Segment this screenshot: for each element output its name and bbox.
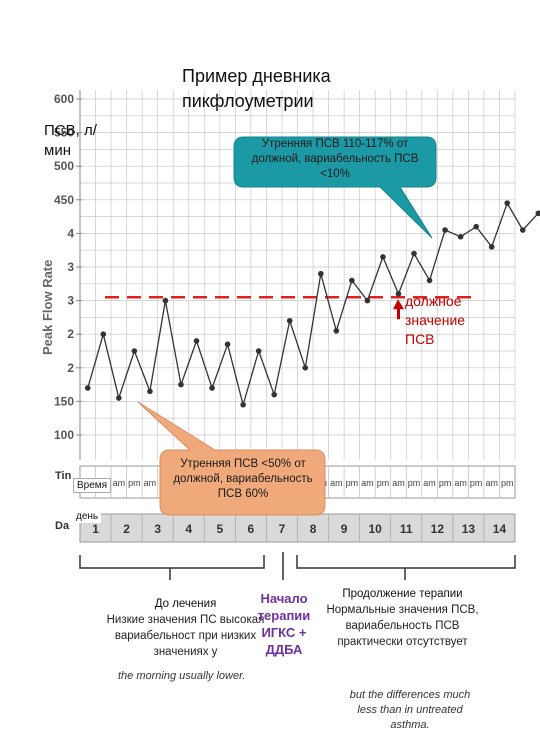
day-label-ru: день [73, 510, 102, 523]
callout-bottom-bubble [137, 401, 326, 516]
y-tick-label: 2 [67, 327, 74, 341]
series-point [240, 401, 246, 408]
time-label: pm [346, 478, 359, 488]
target-pef-label: должное значение ПСВ [405, 293, 466, 347]
time-label-ru: Время [73, 478, 112, 493]
phase-cont-text: Нормальные значения ПСВ, вариабельность … [326, 604, 479, 648]
y-tick-label: 100 [54, 428, 74, 442]
series-point [519, 227, 526, 233]
series-point [318, 270, 324, 277]
series-point [364, 297, 371, 304]
y-axis-label-en: Peak Flow Rate [40, 259, 55, 355]
y-tick-label: 550 [54, 126, 74, 140]
callout-top-bubble [233, 136, 437, 239]
callout-bottom-text: Утренняя ПСВ <50% от должной, вариабельн… [173, 458, 313, 500]
day-row-label: Da [55, 520, 70, 532]
time-label: pm [470, 478, 483, 488]
phase-treatment-start: Начало терапии ИГКС + ДДБА [257, 591, 311, 657]
time-label: am [113, 478, 126, 488]
series-point [380, 254, 386, 260]
time-row-label: Tin [55, 470, 72, 482]
day-label: 4 [185, 522, 192, 536]
time-label: am [361, 478, 374, 488]
series-point [504, 200, 511, 206]
series-point [395, 291, 402, 297]
page-title: Пример дневника пикфлоуметрии [182, 66, 331, 111]
time-label: pm [128, 478, 141, 488]
day-label: 14 [493, 522, 507, 536]
time-label: am [423, 478, 436, 488]
day-label: 6 [248, 522, 255, 536]
y-tick-label: 2 [67, 361, 74, 375]
bracket-before-treatment [79, 555, 265, 580]
series-point [302, 365, 309, 371]
y-axis-label-ru: ПСВ, л/мин [44, 122, 97, 159]
series-point [209, 385, 215, 391]
day-label: 2 [123, 522, 130, 536]
day-label: 3 [154, 522, 161, 536]
phase-continued-treatment: Продолжение терапии Нормальные значения … [315, 586, 490, 650]
series-point [535, 210, 540, 217]
y-tick-label: 4 [67, 226, 74, 240]
y-tick-label: 450 [54, 193, 74, 207]
day-label: 11 [400, 522, 413, 536]
day-label: 7 [279, 522, 286, 536]
time-label: pm [439, 478, 452, 488]
time-label: am [330, 478, 343, 488]
series-point [255, 348, 262, 354]
y-axis-ticks: 600 550 500 450 4 3 3 2 2 150 100 [54, 92, 82, 442]
series-line [87, 201, 540, 408]
series-point [426, 277, 433, 284]
phase-cont-heading: Продолжение терапии [342, 588, 463, 600]
series-point [147, 388, 153, 395]
time-label: am [392, 478, 405, 488]
series-point [271, 391, 277, 398]
y-tick-label: 500 [54, 159, 74, 173]
series-point [224, 341, 231, 348]
day-label: 13 [462, 522, 476, 536]
series-point [411, 250, 417, 257]
series-point [100, 331, 107, 338]
y-tick-label: 3 [67, 260, 74, 274]
series-point [488, 244, 495, 250]
day-label: 8 [310, 522, 317, 536]
day-label: 9 [341, 522, 348, 536]
time-label: am [454, 478, 467, 488]
time-label: pm [377, 478, 390, 488]
time-label: am [485, 478, 498, 488]
series-point [131, 348, 138, 354]
english-fragment-1: the morning usually lower. [118, 670, 246, 682]
series-layer [84, 200, 540, 408]
time-label: am [144, 478, 157, 488]
series-point [457, 233, 464, 240]
english-fragment-2: but the differences much less than in un… [349, 689, 471, 731]
series-point [193, 338, 200, 344]
series-point [178, 381, 184, 388]
series-point [442, 227, 448, 233]
series-point [349, 277, 355, 284]
y-tick-label: 150 [54, 394, 74, 408]
phase-before-heading: До лечения [154, 598, 217, 610]
bracket-continued-treatment [296, 555, 516, 580]
callout-top-text: Утренняя ПСВ 110-117% от должной, вариаб… [251, 138, 419, 180]
series-point [286, 317, 293, 324]
series-point [162, 297, 169, 304]
target-arrow [393, 299, 404, 320]
day-row: 1 2 3 4 5 6 7 8 9 10 11 12 13 14 [79, 513, 516, 543]
series-point [333, 328, 340, 334]
series-point [116, 395, 122, 401]
day-label: 10 [368, 522, 382, 536]
series-point [84, 385, 91, 391]
time-label: pm [408, 478, 421, 488]
y-tick-label: 600 [54, 92, 74, 106]
phase-before-treatment: До лечения Низкие значения ПС высокая ва… [88, 596, 283, 660]
series-point [473, 223, 479, 230]
y-tick-label: 3 [67, 294, 74, 308]
time-label: pm [501, 478, 514, 488]
day-label: 5 [216, 522, 223, 536]
day-label: 1 [92, 522, 99, 536]
phase-before-text: Низкие значения ПС высокая вариабельност… [106, 614, 265, 658]
day-label: 12 [431, 522, 445, 536]
